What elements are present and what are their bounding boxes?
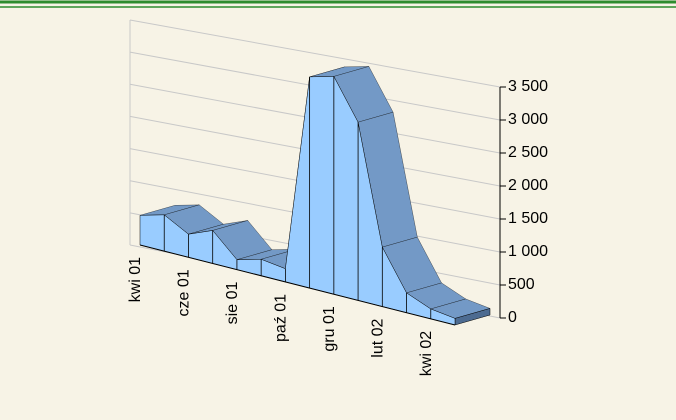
x-tick-label: kwi 01	[127, 257, 144, 302]
y-tick-label: 0	[508, 309, 517, 326]
y-tick-label: 3 500	[508, 78, 548, 95]
x-tick-label: cze 01	[176, 269, 193, 316]
x-tick-label: lut 02	[370, 318, 387, 357]
y-tick-label: 1 500	[508, 210, 548, 227]
y-tick-label: 3 000	[508, 111, 548, 128]
x-tick-label: sie 01	[224, 282, 241, 325]
grid-line	[129, 19, 501, 88]
y-tick-label: 500	[508, 276, 535, 293]
x-tick-label: paź 01	[273, 294, 290, 342]
x-tick-label: gru 01	[321, 306, 338, 351]
y-tick-label: 1 000	[508, 243, 548, 260]
x-axis	[139, 244, 456, 326]
x-tick-label: kwi 02	[418, 331, 435, 376]
y-tick-label: 2 500	[508, 144, 548, 161]
y-tick-label: 2 000	[508, 177, 548, 194]
